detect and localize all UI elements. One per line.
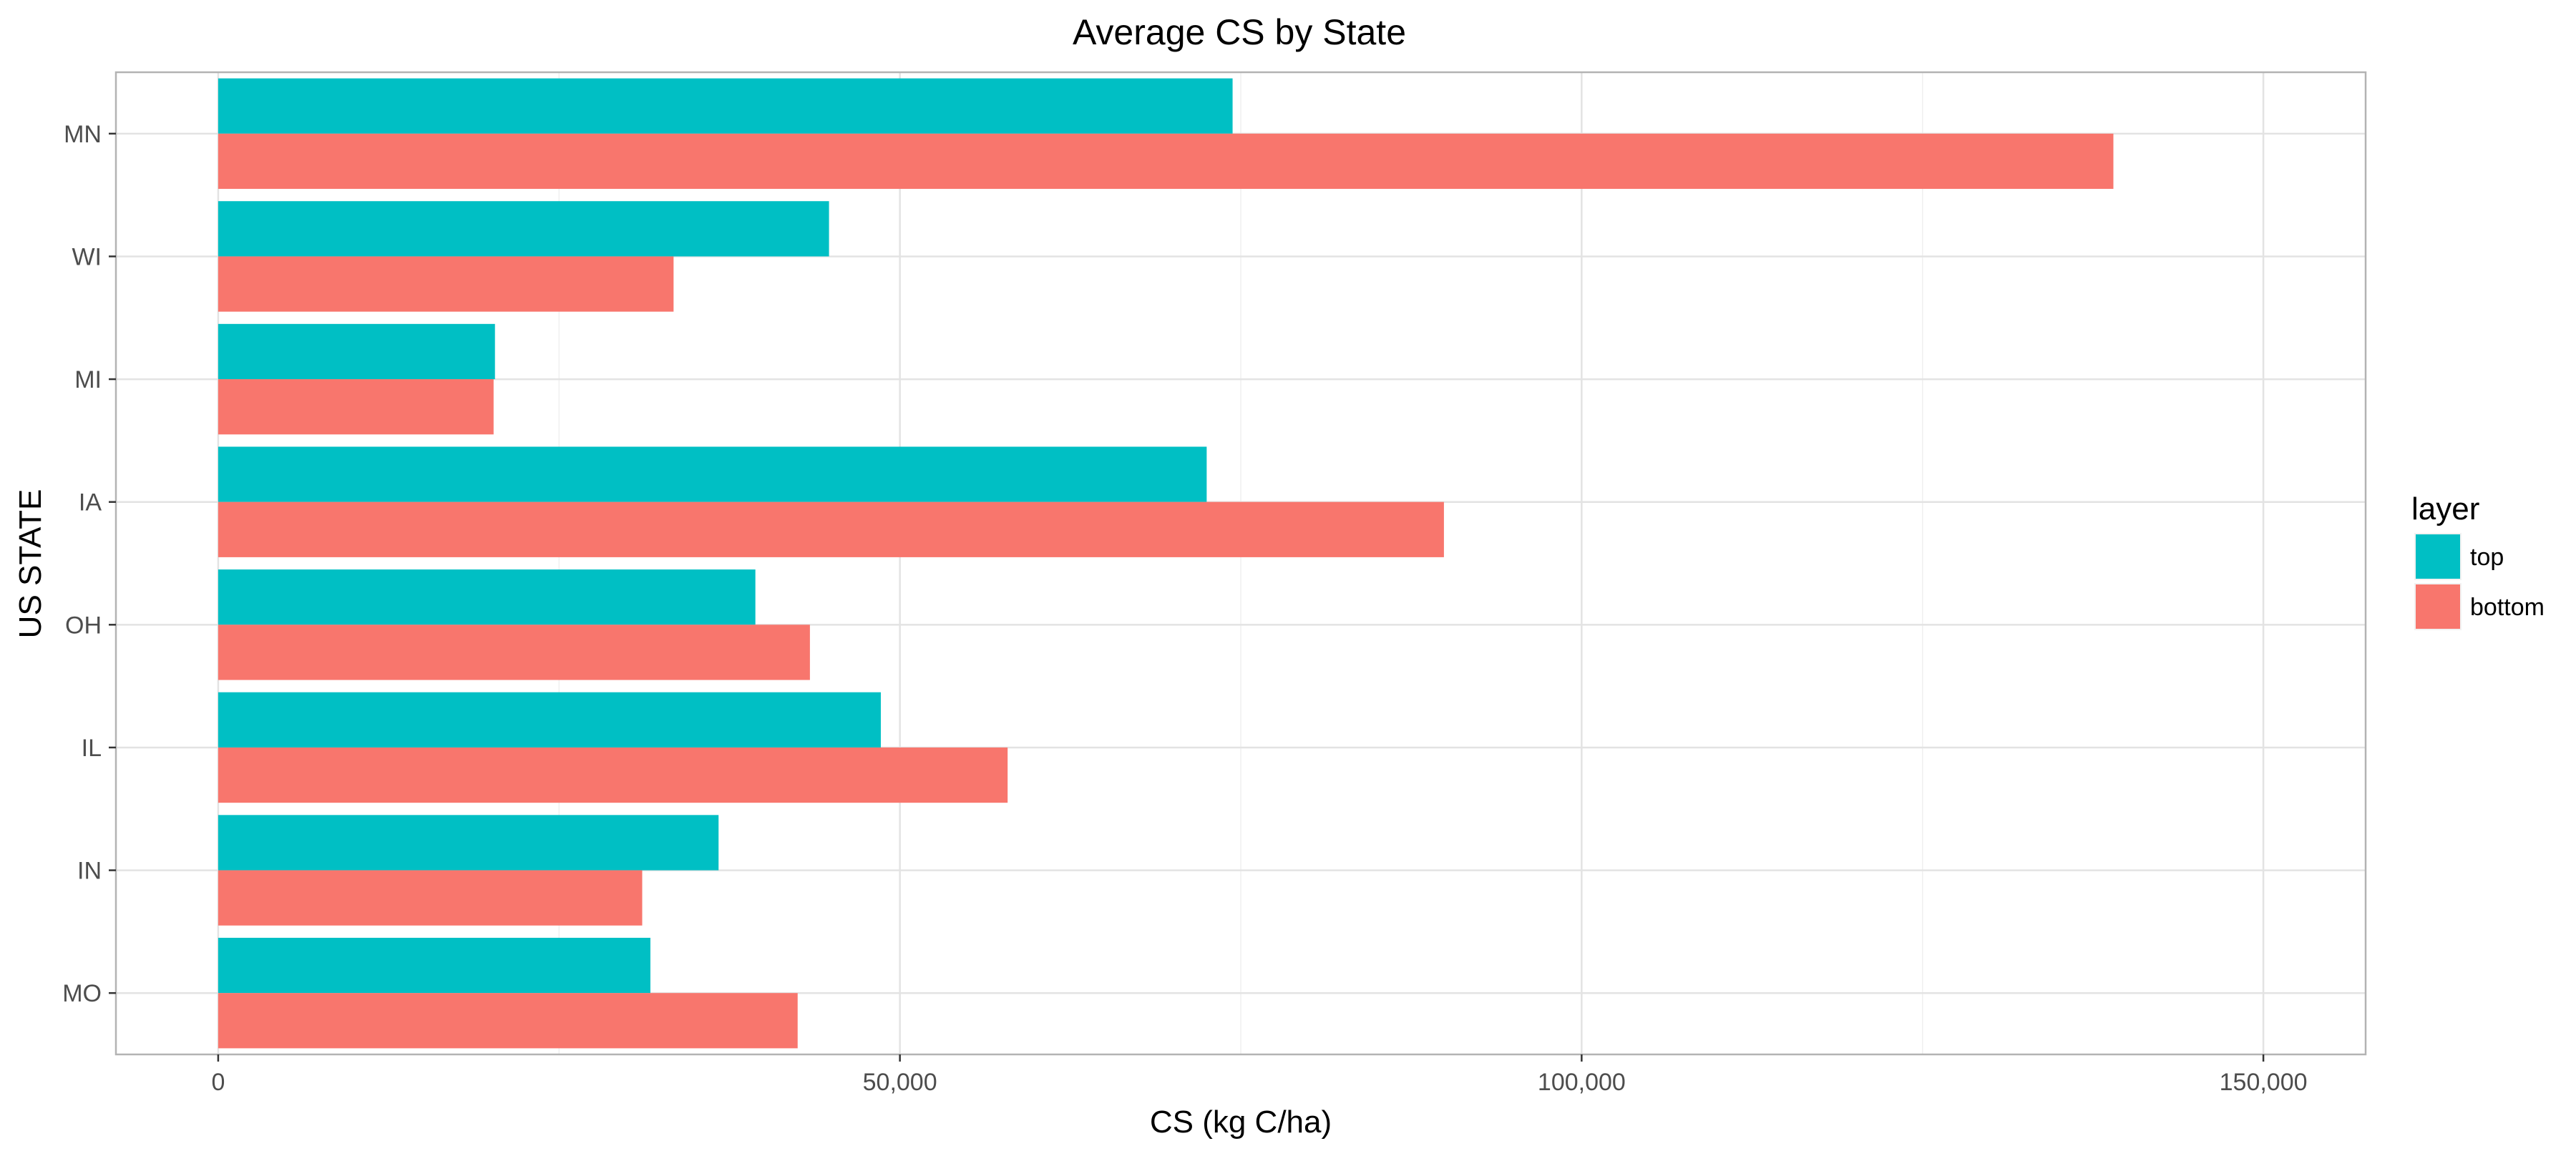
legend: layer top bottom (2411, 491, 2545, 630)
legend-key-top (2416, 534, 2460, 579)
legend-label-bottom: bottom (2470, 594, 2545, 621)
bar-wi-bottom (218, 256, 674, 312)
legend-key-bottom (2416, 584, 2460, 629)
x-tick-label: 0 (211, 1069, 225, 1096)
y-axis-title: US STATE (13, 489, 48, 639)
x-tick-label: 50,000 (863, 1069, 937, 1096)
y-tick-label: MO (62, 980, 102, 1007)
y-tick-label: IA (79, 489, 102, 516)
bar-wi-top (218, 201, 829, 257)
bar-il-top (218, 692, 881, 748)
x-axis-title: CS (kg C/ha) (1150, 1105, 1332, 1140)
bar-mo-bottom (218, 993, 798, 1049)
bar-mi-top (218, 323, 495, 380)
y-axis: MN WI MI IA OH IL IN MO (62, 121, 116, 1007)
y-tick-label: IL (82, 735, 102, 762)
bar-mn-bottom (218, 133, 2114, 190)
x-tick-label: 150,000 (2220, 1069, 2308, 1096)
bar-oh-bottom (218, 625, 810, 680)
y-tick-label: MI (74, 366, 102, 393)
bar-mi-bottom (218, 379, 494, 435)
bar-oh-top (218, 569, 756, 625)
x-axis: 0 50,000 100,000 150,000 (211, 1054, 2308, 1096)
chart-title: Average CS by State (1073, 12, 1406, 52)
bar-in-top (218, 815, 719, 871)
legend-title: layer (2411, 491, 2479, 526)
y-tick-label: OH (65, 612, 102, 639)
legend-label-top: top (2470, 544, 2504, 571)
plot-border (114, 71, 2367, 1056)
bar-mo-top (218, 937, 650, 994)
bar-il-bottom (218, 747, 1008, 803)
y-tick-label: IN (77, 858, 102, 885)
y-tick-label: MN (64, 121, 102, 148)
legend-items: top bottom (2414, 533, 2545, 630)
bar-ia-top (218, 446, 1207, 502)
bar-ia-bottom (218, 501, 1444, 557)
x-tick-label: 100,000 (1538, 1069, 1626, 1096)
bars-layer (218, 78, 2114, 1049)
bar-mn-top (218, 78, 1233, 134)
bar-in-bottom (218, 870, 643, 926)
y-tick-label: WI (72, 243, 102, 270)
